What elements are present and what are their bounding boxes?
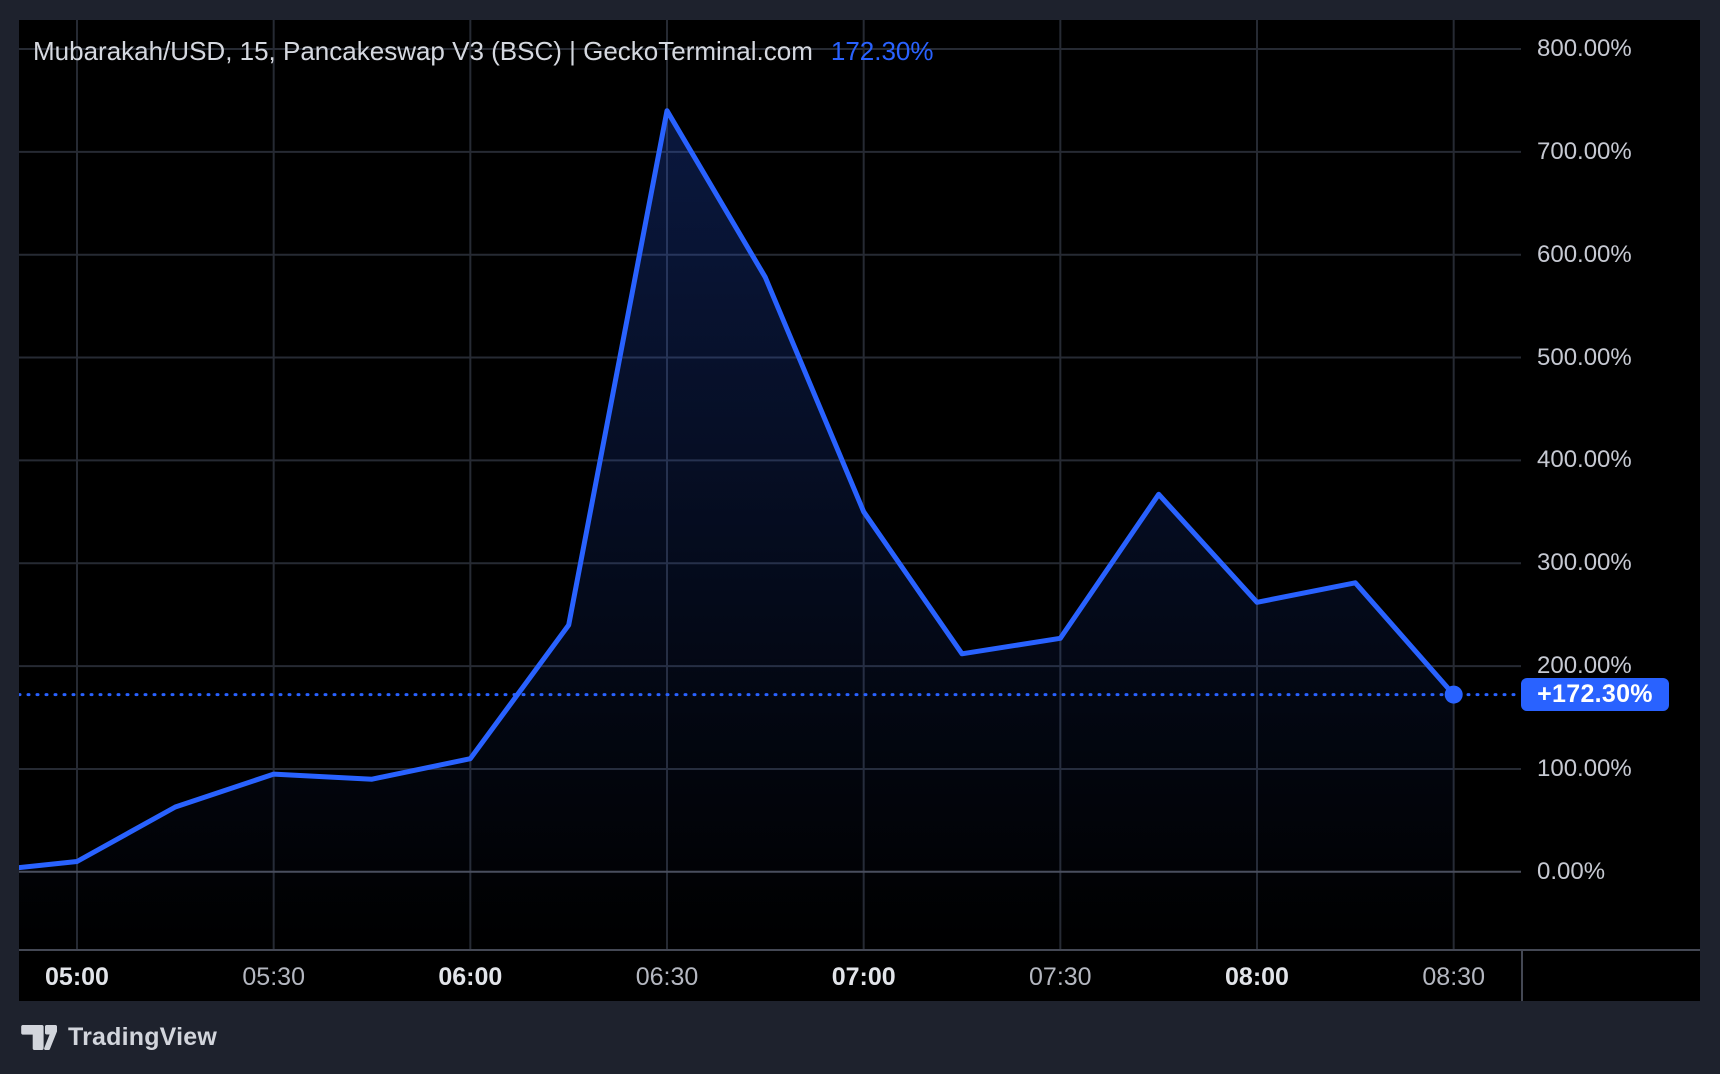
price-tick-label: 200.00% (1537, 652, 1632, 680)
time-axis[interactable]: 05:00 05:30 06:00 06:30 07:00 07:30 08:00 08:30 (19, 951, 1700, 1001)
chart-pane[interactable]: +172.30% 800.00% 700.00% 600.00% 500.00% 400… (19, 20, 1700, 1001)
price-tick-label: 700.00% (1537, 137, 1632, 165)
price-tick-label: 800.00% (1537, 35, 1632, 62)
current-value-badge: +172.30% (1521, 678, 1669, 712)
time-tick-label: 08:30 (1422, 963, 1485, 991)
price-tick-label: 100.00% (1537, 754, 1632, 782)
price-tick-label: 0.00% (1537, 857, 1606, 885)
time-tick-label: 05:00 (45, 963, 109, 991)
price-line (19, 108, 1457, 871)
price-tick-label: 500.00% (1537, 343, 1632, 371)
time-tick-label: 05:30 (242, 963, 305, 991)
axis-corner-separator (1521, 951, 1523, 1001)
price-tick-label: 600.00% (1537, 240, 1632, 268)
time-axis-border (19, 949, 1700, 951)
time-tick-label: 06:00 (438, 963, 503, 991)
time-tick-label: 07:30 (1029, 963, 1092, 991)
time-tick-label: 07:00 (831, 963, 896, 991)
price-tick-label: 400.00% (1537, 446, 1632, 474)
chart-canvas[interactable] (19, 20, 1521, 949)
price-axis[interactable]: +172.30% 800.00% 700.00% 600.00% 500.00% 400… (1521, 20, 1700, 949)
price-area (19, 110, 1454, 949)
tradingview-icon (21, 1025, 57, 1050)
tradingview-logo[interactable]: TradingView (21, 1023, 217, 1052)
time-tick-label: 06:30 (635, 963, 699, 991)
time-tick-label: 08:00 (1225, 963, 1289, 991)
symbol-title: Mubarakah/USD, 15, Pancakeswap V3 (BSC) … (33, 36, 934, 66)
price-tick-label: 300.00% (1537, 549, 1632, 577)
symbol-description: Mubarakah/USD, 15, Pancakeswap V3 (BSC) … (33, 36, 813, 66)
change-percent: 172.30% (830, 36, 934, 66)
last-price-marker (1444, 685, 1463, 704)
tradingview-wordmark: TradingView (68, 1023, 218, 1051)
